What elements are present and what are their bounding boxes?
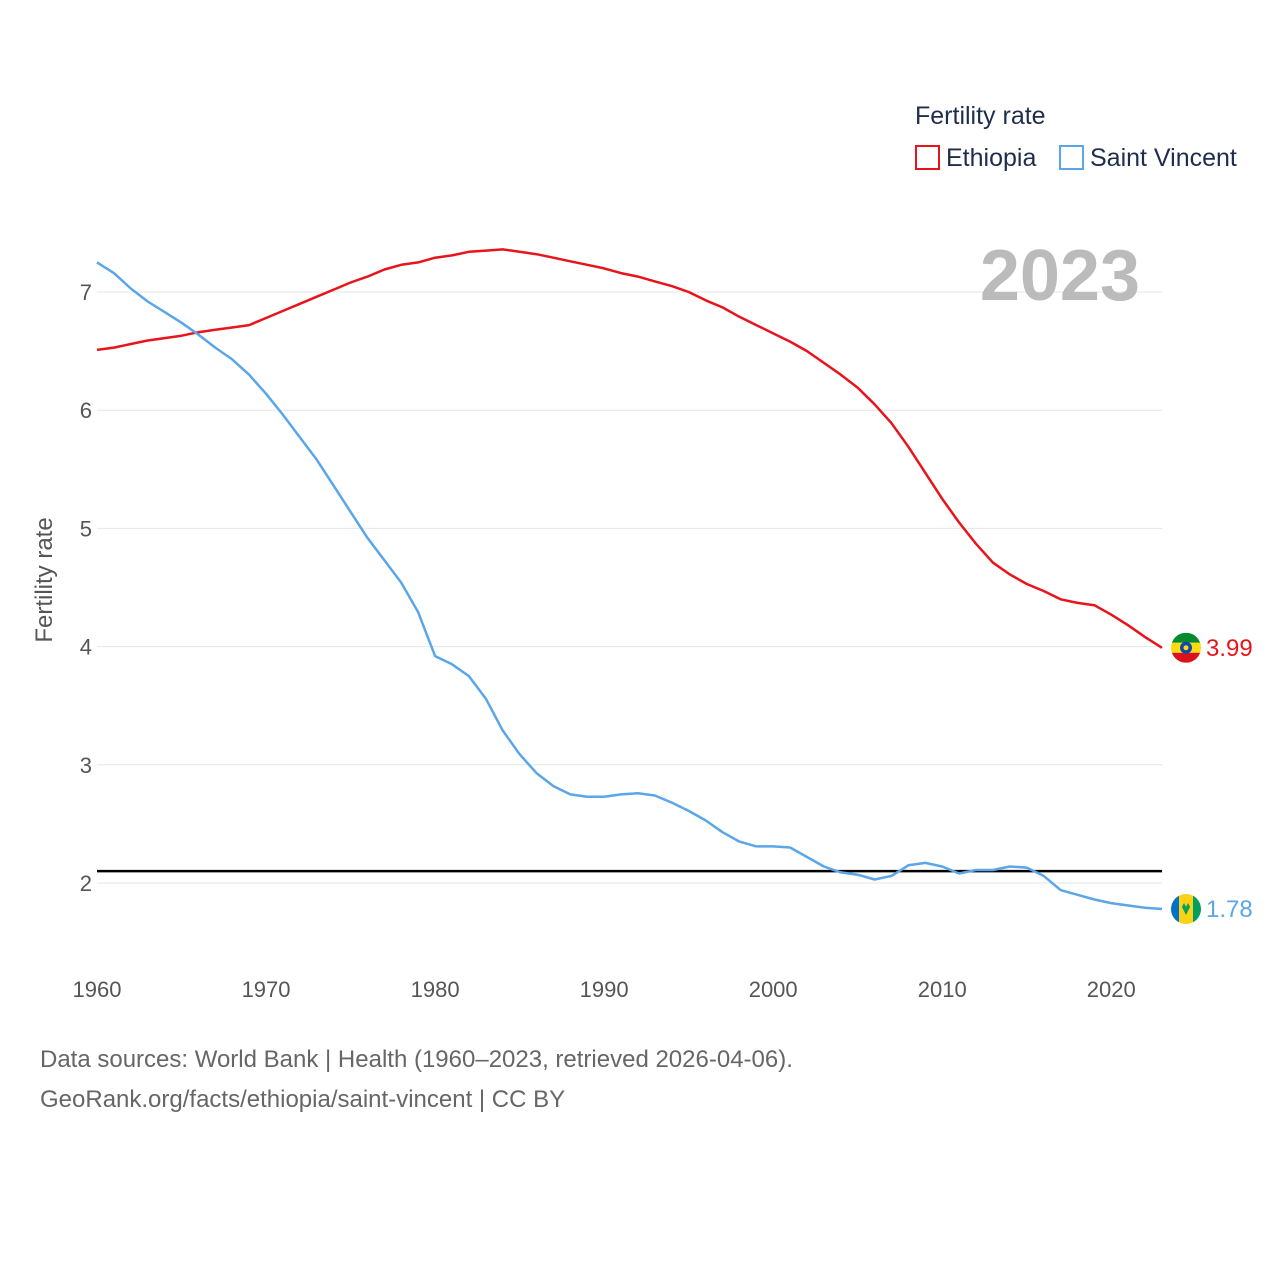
x-tick-label-1990: 1990	[580, 977, 629, 1002]
flag-marker-saint-vincent	[1171, 894, 1201, 925]
legend-swatch-ethiopia	[915, 145, 940, 170]
y-axis-title: Fertility rate	[31, 517, 58, 642]
attribution-link[interactable]: GeoRank.org/facts/ethiopia/saint-vincent…	[40, 1086, 566, 1113]
series-line-ethiopia	[96, 248, 1163, 649]
end-value-label-saint-vincent: 1.78	[1206, 896, 1253, 923]
legend-label-ethiopia: Ethiopia	[946, 144, 1036, 172]
y-tick-label-4: 4	[80, 635, 92, 660]
y-tick-label-2: 2	[80, 871, 92, 896]
x-tick-label-1960: 1960	[73, 977, 122, 1002]
end-markers: 3.99 1.78	[1171, 632, 1253, 925]
flag-marker-ethiopia	[1171, 632, 1201, 663]
x-tick-label-1980: 1980	[411, 977, 460, 1002]
legend: Fertility rate Ethiopia Saint Vincent	[915, 102, 1237, 172]
end-value-label-ethiopia: 3.99	[1206, 635, 1253, 662]
y-tick-label-5: 5	[80, 516, 92, 541]
legend-swatch-saint-vincent	[1059, 145, 1084, 170]
y-tick-label-7: 7	[80, 280, 92, 305]
data-source-footer: Data sources: World Bank | Health (1960–…	[40, 1040, 793, 1120]
x-tick-label-2000: 2000	[749, 977, 798, 1002]
x-tick-label-2010: 2010	[918, 977, 967, 1002]
legend-title: Fertility rate	[915, 102, 1046, 130]
gridlines	[97, 291, 1162, 884]
x-tick-label-2020: 2020	[1087, 977, 1136, 1002]
line-chart: 2 3 4 5 6 7 1960 1970 1980 1990 2000 2010 2020 3.99…	[31, 102, 1253, 1002]
y-axis: 2 3 4 5 6 7	[80, 280, 92, 896]
series-line-saint-vincent	[96, 261, 1163, 911]
y-tick-label-6: 6	[80, 398, 92, 423]
x-axis: 1960 1970 1980 1990 2000 2010 2020	[73, 977, 1136, 1002]
y-tick-label-3: 3	[80, 753, 92, 778]
legend-label-saint-vincent: Saint Vincent	[1090, 144, 1237, 172]
source-line: Data sources: World Bank | Health (1960–…	[40, 1046, 793, 1073]
x-tick-label-1970: 1970	[242, 977, 291, 1002]
year-stamp: 2023	[980, 236, 1140, 316]
series-lines	[96, 248, 1163, 911]
